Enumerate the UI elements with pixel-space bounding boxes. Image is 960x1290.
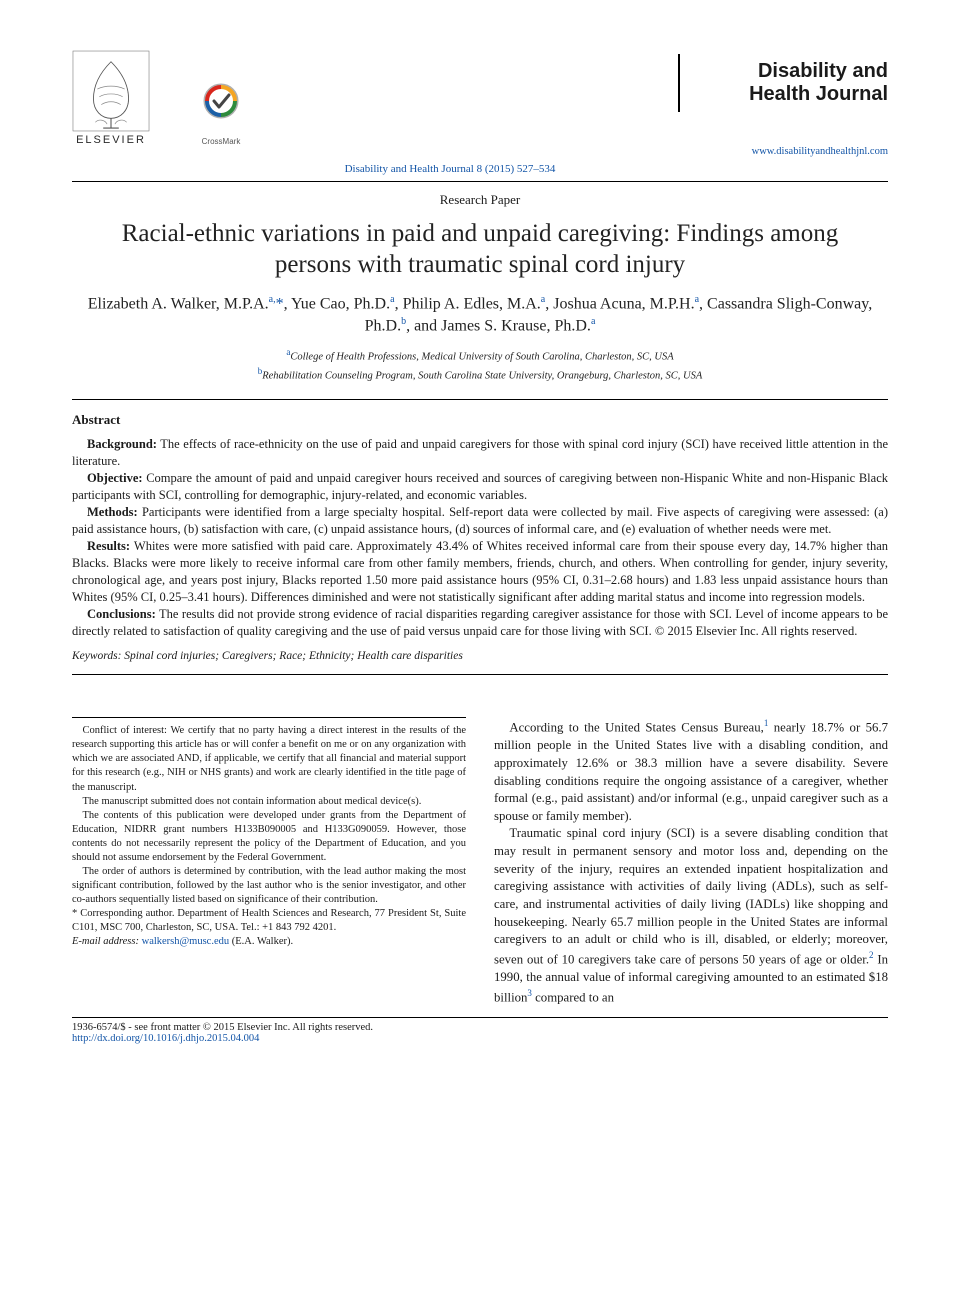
- abstract-results: Results: Whites were more satisfied with…: [72, 538, 888, 606]
- publisher-logos: ELSEVIER CrossMark: [72, 50, 248, 146]
- body-columns: Conflict of interest: We certify that no…: [72, 717, 888, 1006]
- crossmark-label: CrossMark: [194, 137, 248, 146]
- page-header: ELSEVIER CrossMark Disability and Health…: [72, 50, 888, 157]
- journal-title-line1: Disability and: [692, 60, 888, 83]
- crossmark-icon: [198, 83, 244, 129]
- author-list: Elizabeth A. Walker, M.P.A.a,*, Yue Cao,…: [84, 293, 876, 338]
- footnote-devices: The manuscript submitted does not contai…: [72, 795, 466, 809]
- footnote-authororder: The order of authors is determined by co…: [72, 865, 466, 907]
- article-title: Racial-ethnic variations in paid and unp…: [102, 218, 858, 281]
- article-category: Research Paper: [72, 192, 888, 208]
- footnote-grants: The contents of this publication were de…: [72, 809, 466, 865]
- footer-doi-link[interactable]: http://dx.doi.org/10.1016/j.dhjo.2015.04…: [72, 1033, 888, 1044]
- citation-row: Disability and Health Journal 8 (2015) 5…: [72, 161, 888, 181]
- abstract-conclusions: Conclusions: The results did not provide…: [72, 606, 888, 640]
- abstract-heading: Abstract: [72, 412, 888, 428]
- abstract-background: Background: The effects of race-ethnicit…: [72, 436, 888, 470]
- elsevier-tree-icon: [72, 50, 150, 132]
- journal-url[interactable]: www.disabilityandhealthjnl.com: [678, 146, 888, 157]
- abstract-methods: Methods: Participants were identified fr…: [72, 504, 888, 538]
- affiliations: aCollege of Health Professions, Medical …: [72, 346, 888, 383]
- body-paragraph-1: According to the United States Census Bu…: [494, 717, 888, 825]
- abstract-block: Abstract Background: The effects of race…: [72, 399, 888, 675]
- page-footer: 1936-6574/$ - see front matter © 2015 El…: [72, 1017, 888, 1044]
- journal-title-line2: Health Journal: [692, 83, 888, 106]
- affiliation-a: aCollege of Health Professions, Medical …: [72, 346, 888, 365]
- affiliation-b: bRehabilitation Counseling Program, Sout…: [72, 365, 888, 384]
- footnote-corresponding: * Corresponding author. Department of He…: [72, 907, 466, 935]
- footnotes-block: Conflict of interest: We certify that no…: [72, 717, 466, 949]
- elsevier-wordmark: ELSEVIER: [72, 134, 150, 146]
- journal-title-box: Disability and Health Journal: [678, 54, 888, 112]
- right-column: According to the United States Census Bu…: [494, 717, 888, 1006]
- footnote-conflict: Conflict of interest: We certify that no…: [72, 724, 466, 794]
- footer-issn: 1936-6574/$ - see front matter © 2015 El…: [72, 1022, 888, 1033]
- left-column: Conflict of interest: We certify that no…: [72, 717, 466, 1006]
- journal-header-block: Disability and Health Journal www.disabi…: [678, 50, 888, 157]
- header-rule: [72, 181, 888, 182]
- footnote-email: E-mail address: walkersh@musc.edu (E.A. …: [72, 935, 466, 949]
- corresponding-email-link[interactable]: walkersh@musc.edu: [142, 936, 230, 947]
- abstract-objective: Objective: Compare the amount of paid an…: [72, 470, 888, 504]
- crossmark-badge[interactable]: CrossMark: [194, 83, 248, 146]
- body-paragraph-2: Traumatic spinal cord injury (SCI) is a …: [494, 825, 888, 1006]
- keywords-line: Keywords: Spinal cord injuries; Caregive…: [72, 650, 888, 662]
- elsevier-logo-block: ELSEVIER: [72, 50, 150, 146]
- citation-line: Disability and Health Journal 8 (2015) 5…: [222, 163, 678, 175]
